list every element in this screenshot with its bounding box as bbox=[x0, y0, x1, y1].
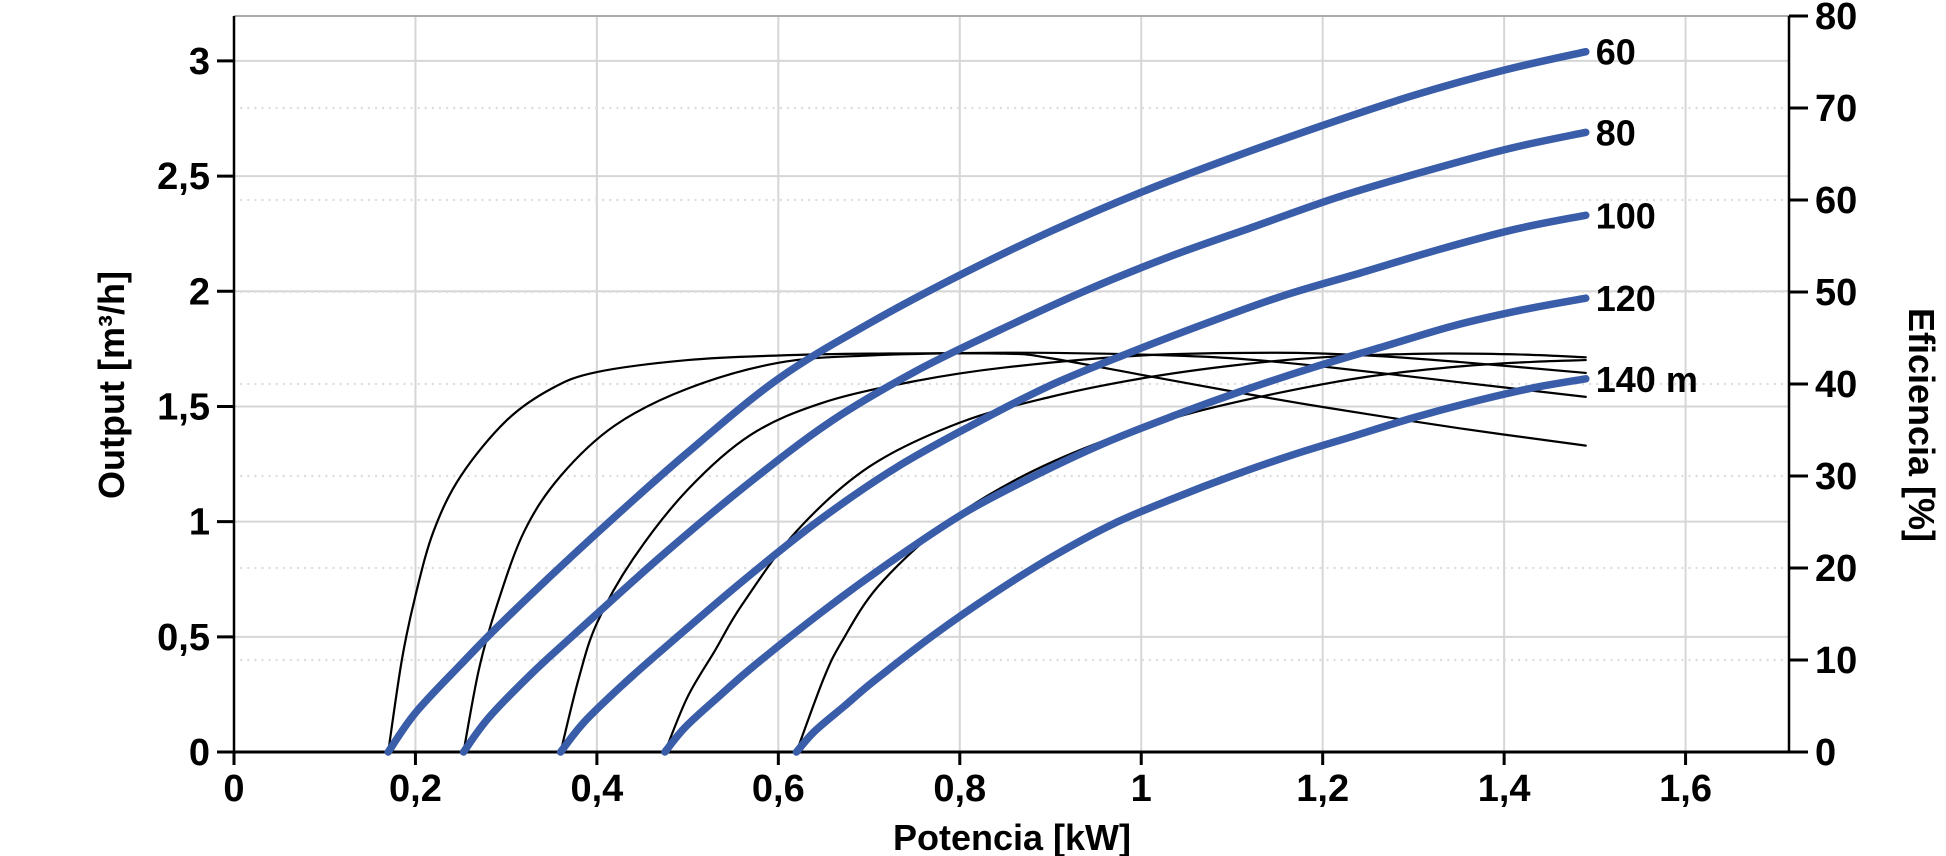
curve-label-120: 120 bbox=[1596, 278, 1656, 319]
right-y-axis-title: Eficiencia [%] bbox=[1901, 307, 1942, 543]
y-right-tick-label: 40 bbox=[1815, 364, 1857, 406]
y-right-tick-label: 70 bbox=[1815, 88, 1857, 130]
y-right-tick-label: 10 bbox=[1815, 640, 1857, 682]
x-tick-label: 1 bbox=[1131, 768, 1152, 810]
y-left-tick-label: 3 bbox=[189, 41, 210, 83]
curve-label-60: 60 bbox=[1596, 32, 1636, 73]
head-80-power-curve bbox=[459, 128, 1590, 756]
head-140-power-curve bbox=[792, 375, 1590, 756]
x-tick-label: 1,6 bbox=[1659, 768, 1712, 810]
x-tick-label: 1,4 bbox=[1478, 768, 1531, 810]
y-right-tick-label: 0 bbox=[1815, 732, 1836, 774]
x-tick-label: 0,8 bbox=[933, 768, 986, 810]
y-left-tick-label: 2,5 bbox=[157, 156, 210, 198]
y-right-tick-label: 50 bbox=[1815, 272, 1857, 314]
y-right-tick-label: 80 bbox=[1815, 0, 1857, 38]
head-120-efficiency-curve bbox=[663, 352, 1587, 754]
x-tick-label: 0 bbox=[223, 768, 244, 810]
x-tick-label: 1,2 bbox=[1296, 768, 1349, 810]
head-140-efficiency-curve bbox=[795, 358, 1587, 754]
y-right-tick-label: 20 bbox=[1815, 548, 1857, 590]
x-tick-label: 0,2 bbox=[389, 768, 442, 810]
y-left-tick-label: 1,5 bbox=[157, 386, 210, 428]
head-60-efficiency-curve bbox=[387, 352, 1587, 754]
y-left-tick-label: 2 bbox=[189, 271, 210, 313]
head-100-power-curve bbox=[556, 211, 1590, 756]
y-left-tick-label: 0 bbox=[189, 732, 210, 774]
curve-label-140: 140 m bbox=[1596, 359, 1698, 400]
y-right-tick-label: 30 bbox=[1815, 456, 1857, 498]
y-right-tick-label: 60 bbox=[1815, 180, 1857, 222]
x-tick-label: 0,6 bbox=[752, 768, 805, 810]
x-tick-label: 0,4 bbox=[570, 768, 623, 810]
y-left-tick-label: 1 bbox=[189, 502, 210, 544]
head-60-power-curve bbox=[384, 47, 1590, 756]
head-80-efficiency-curve bbox=[462, 351, 1587, 754]
curve-label-80: 80 bbox=[1596, 112, 1636, 153]
x-axis-title: Potencia [kW] bbox=[892, 817, 1132, 856]
curve-label-100: 100 bbox=[1596, 195, 1656, 236]
head-120-power-curve bbox=[661, 294, 1590, 756]
left-y-axis-title: Output [m³/h] bbox=[91, 271, 132, 499]
y-left-tick-label: 0,5 bbox=[157, 617, 210, 659]
